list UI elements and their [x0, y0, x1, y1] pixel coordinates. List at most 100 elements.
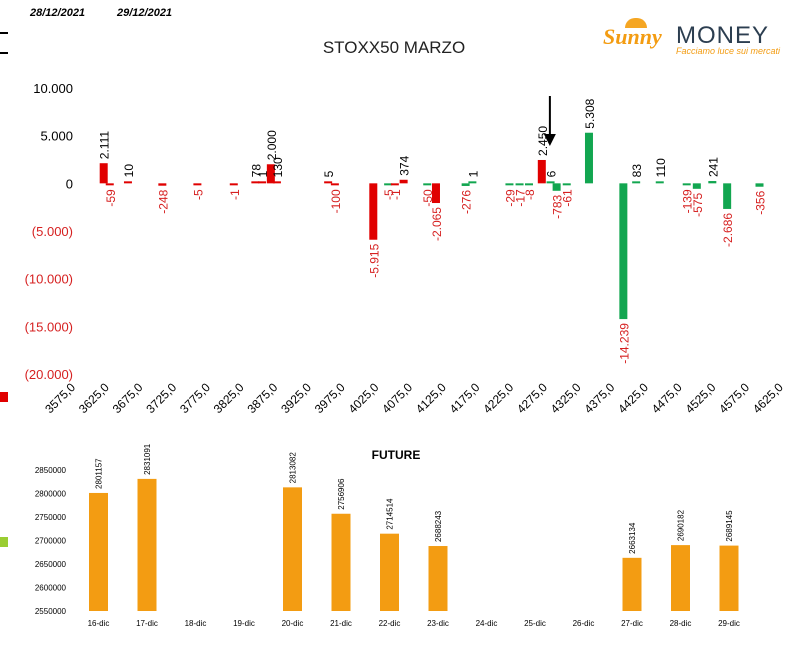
data-label: 2.111 [98, 131, 112, 160]
future-bar [719, 545, 739, 611]
data-label: 2714514 [386, 498, 395, 530]
data-bar [330, 183, 339, 186]
data-bar [562, 183, 571, 186]
data-label: 2756906 [337, 478, 346, 510]
data-bar [692, 183, 701, 189]
data-label: 2689145 [725, 510, 734, 542]
x-tick-label: 3975,0 [312, 380, 348, 416]
x-tick-label: 4125,0 [413, 380, 449, 416]
data-bar [461, 183, 470, 186]
data-bar [655, 181, 664, 184]
date-right: 29/12/2021 [117, 7, 173, 19]
data-bar [158, 183, 167, 186]
future-bar [283, 487, 302, 611]
data-label: 1 [466, 170, 480, 177]
data-label: -59 [104, 189, 118, 207]
data-bar [755, 183, 764, 187]
data-bar [619, 183, 628, 320]
data-label: 2813082 [289, 452, 298, 484]
data-label: -61 [561, 189, 575, 207]
x-tick-label: 4275,0 [514, 380, 550, 416]
data-bar [708, 181, 717, 184]
data-label: -5 [191, 189, 205, 200]
y-tick-label: 2600000 [35, 584, 67, 593]
data-bar [193, 183, 202, 186]
data-label: -14.239 [617, 323, 631, 364]
future-bar [89, 492, 108, 611]
y-tick-label: (20.000) [25, 367, 73, 382]
data-label: 2690182 [677, 509, 686, 541]
data-bar [105, 183, 114, 186]
data-label: -783 [551, 194, 565, 218]
logo-tagline: Facciamo luce sui mercati [676, 46, 781, 56]
data-bar [546, 181, 555, 184]
data-label: 83 [630, 164, 644, 178]
x-tick-label: 4025,0 [346, 380, 382, 416]
y-tick-label: 5.000 [40, 129, 73, 144]
x-tick-label: 4175,0 [447, 380, 483, 416]
data-bar [324, 181, 333, 184]
x-tick-label: 22-dic [379, 619, 401, 628]
data-bar [468, 181, 477, 184]
data-bar [632, 181, 641, 184]
x-tick-label: 3825,0 [211, 380, 247, 416]
x-tick-label: 29-dic [718, 619, 740, 628]
x-tick-label: 4525,0 [683, 380, 719, 416]
data-label: -5.915 [367, 243, 381, 277]
x-tick-label: 4475,0 [649, 380, 685, 416]
data-bar [266, 164, 275, 184]
x-tick-label: 21-dic [330, 619, 352, 628]
data-bar [584, 132, 593, 184]
y-tick-label: 2800000 [35, 490, 67, 499]
data-bar [423, 183, 432, 186]
x-tick-label: 26-dic [573, 619, 595, 628]
data-label: -29 [503, 189, 517, 207]
data-bar [99, 163, 108, 184]
future-bar [428, 546, 448, 611]
y-tick-label: (10.000) [25, 272, 73, 287]
data-bar [251, 181, 260, 184]
data-label: 2688243 [434, 510, 443, 542]
data-bar [524, 183, 533, 186]
x-tick-label: 3725,0 [143, 380, 179, 416]
data-label: -248 [156, 189, 170, 213]
data-label: 1 [256, 170, 270, 177]
data-label: -8 [523, 189, 537, 200]
data-label: -1 [228, 189, 242, 200]
data-bar [552, 183, 561, 191]
x-tick-label: 3875,0 [244, 380, 280, 416]
data-label: -1 [389, 189, 403, 200]
x-tick-label: 3575,0 [42, 380, 78, 416]
data-label: 6 [545, 170, 559, 177]
x-tick-label: 27-dic [621, 619, 643, 628]
x-tick-label: 20-dic [282, 619, 304, 628]
data-bar [399, 179, 408, 184]
x-tick-label: 3625,0 [76, 380, 112, 416]
date-left: 28/12/2021 [30, 7, 86, 19]
data-label: 130 [271, 157, 285, 177]
data-bar [537, 159, 546, 184]
x-tick-label: 3925,0 [278, 380, 314, 416]
chart-title: STOXX50 MARZO [322, 38, 466, 57]
x-tick-label: 17-dic [136, 619, 158, 628]
stoxx50-options-chart: 10.000 5.000 0 (5.000) (10.000) (15.000) (20.0… [25, 81, 788, 416]
x-tick-label: 4225,0 [480, 380, 516, 416]
data-label: 2.450 [536, 126, 550, 156]
data-label: -50 [421, 189, 435, 207]
data-bar [505, 183, 514, 186]
data-label: -575 [691, 193, 705, 217]
y-tick-label: 2700000 [35, 537, 67, 546]
future-bar [671, 545, 690, 611]
data-bar [229, 183, 238, 186]
data-bar [258, 181, 267, 184]
y-tick-label: 0 [66, 176, 73, 191]
x-tick-label: 4675,0 [784, 380, 788, 416]
x-tick-label: 18-dic [185, 619, 207, 628]
sunnymoney-logo: Sunny MONEY Facciamo luce sui mercati [603, 18, 783, 62]
left-edge-ticks [0, 32, 8, 547]
data-label: -2.686 [721, 213, 735, 247]
data-label: 2831091 [143, 443, 152, 475]
data-label: 10 [122, 164, 136, 178]
x-tick-label: 3675,0 [110, 380, 146, 416]
y-tick-label: 2550000 [35, 607, 67, 616]
